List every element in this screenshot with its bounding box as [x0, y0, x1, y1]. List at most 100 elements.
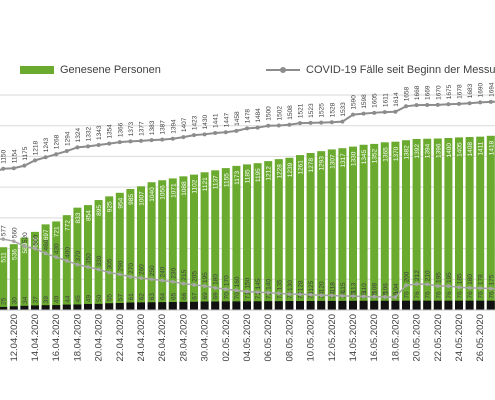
bar-label-deaths: 44 [64, 295, 71, 303]
bar-label-deaths: 76 [446, 291, 453, 299]
point-label-cumulative: 1175 [22, 146, 29, 160]
bar-label-recovered: 1411 [478, 141, 485, 155]
point-cumulative [181, 135, 186, 140]
bar-label-recovered: 1056 [160, 185, 167, 200]
point-label-cumulative: 1611 [382, 93, 389, 107]
bar-label-recovered: 1228 [276, 164, 283, 179]
bar-recovered [9, 244, 18, 310]
bar-recovered [73, 207, 82, 310]
x-tick-label: 12.05.2020 [327, 314, 338, 362]
x-tick-label: 22.05.2020 [433, 314, 444, 362]
bar-label-deaths: 65 [170, 292, 177, 300]
point-label-active: 370 [75, 250, 82, 261]
point-active [202, 284, 207, 288]
bar-label-recovered: 1365 [382, 147, 389, 162]
bar-label-deaths: 30 [11, 297, 18, 305]
point-label-active: 104 [393, 283, 400, 294]
bar-deaths [296, 301, 304, 310]
bar-label-deaths: 61 [128, 293, 135, 301]
bar-recovered [486, 135, 495, 310]
x-tick-label: 08.05.2020 [284, 314, 295, 362]
legend: Genesene Personen COVID-19 Fälle seit Be… [0, 64, 495, 84]
bar-deaths [253, 301, 262, 310]
bar-recovered [412, 138, 421, 310]
point-label-cumulative: 1423 [192, 115, 199, 130]
point-label-active: 115 [340, 282, 347, 293]
bar-deaths [9, 306, 18, 310]
point-cumulative [245, 126, 249, 131]
bar-label-recovered: 954 [117, 197, 124, 208]
point-cumulative [223, 130, 228, 135]
bar-recovered [200, 172, 209, 310]
point-label-cumulative: 1683 [467, 83, 474, 98]
point-active [160, 278, 164, 283]
point-label-active: 175 [488, 274, 495, 285]
point-active [245, 289, 249, 294]
point-label-active: 210 [425, 270, 432, 281]
point-label-active: 330 [96, 255, 103, 266]
bar-deaths [327, 300, 336, 310]
point-cumulative [467, 101, 472, 106]
bar-label-deaths: 70 [223, 292, 230, 300]
bar-recovered [455, 137, 463, 310]
bar-label-recovered: 1195 [255, 168, 262, 182]
point-active [467, 286, 472, 290]
bar-recovered [317, 151, 326, 310]
point-label-cumulative: 1528 [329, 102, 336, 117]
bar-label-recovered: 1330 [351, 151, 358, 166]
bar-deaths [20, 305, 29, 310]
point-label-cumulative: 1614 [393, 92, 400, 107]
point-label-cumulative: 1605 [372, 93, 379, 108]
bar-label-recovered: 1405 [457, 142, 464, 157]
bar-label-recovered: 1418 [488, 140, 495, 155]
x-tick-label: 14.05.2020 [348, 314, 359, 362]
bar-label-recovered: 1394 [425, 143, 432, 158]
bar-label-deaths: 76 [425, 291, 432, 299]
bar-deaths [423, 300, 432, 310]
point-cumulative [435, 102, 440, 107]
point-active [351, 294, 355, 298]
bar-label-deaths: 71 [245, 292, 252, 300]
point-cumulative [234, 128, 239, 133]
point-cumulative [382, 110, 387, 115]
point-active [340, 294, 345, 298]
bar-deaths [0, 306, 8, 310]
legend-swatch-line [266, 65, 300, 75]
bar-recovered [359, 144, 368, 310]
bar-label-recovered: 1185 [245, 169, 252, 183]
bar-label-deaths: 34 [22, 296, 29, 304]
point-cumulative [11, 166, 16, 171]
x-tick-label: 26.05.2020 [475, 314, 486, 362]
bar-recovered [115, 192, 124, 310]
point-label-active: 125 [308, 280, 315, 291]
point-active [425, 282, 430, 287]
bar-label-deaths: 72 [266, 292, 273, 300]
bar-label-deaths: 76 [478, 291, 485, 299]
point-label-cumulative: 1294 [64, 131, 71, 146]
point-label-active: 180 [467, 274, 474, 285]
point-label-cumulative: 1523 [308, 103, 315, 118]
bar-label-deaths: 71 [255, 292, 262, 300]
bar-label-deaths: 69 [213, 292, 220, 300]
x-tick-label: 24.04.2020 [136, 314, 147, 362]
point-label-active: 195 [435, 272, 442, 283]
bar-label-recovered: 895 [96, 205, 103, 216]
point-cumulative [393, 109, 398, 114]
point-label-cumulative: 1377 [139, 121, 146, 136]
bar-label-deaths: 75 [361, 291, 368, 299]
point-active [266, 291, 271, 295]
bar-recovered [349, 146, 357, 310]
bar-deaths [105, 303, 114, 310]
bar-label-deaths: 69 [202, 292, 209, 300]
bar-deaths [31, 305, 39, 310]
legend-swatch-bar [20, 66, 54, 74]
point-label-cumulative: 1533 [340, 102, 347, 117]
bar-recovered [264, 161, 273, 310]
point-cumulative [457, 101, 461, 106]
bar-recovered [402, 140, 410, 310]
point-active [383, 295, 387, 299]
bar-deaths [274, 301, 283, 310]
point-cumulative [340, 119, 345, 124]
point-active [224, 287, 228, 291]
